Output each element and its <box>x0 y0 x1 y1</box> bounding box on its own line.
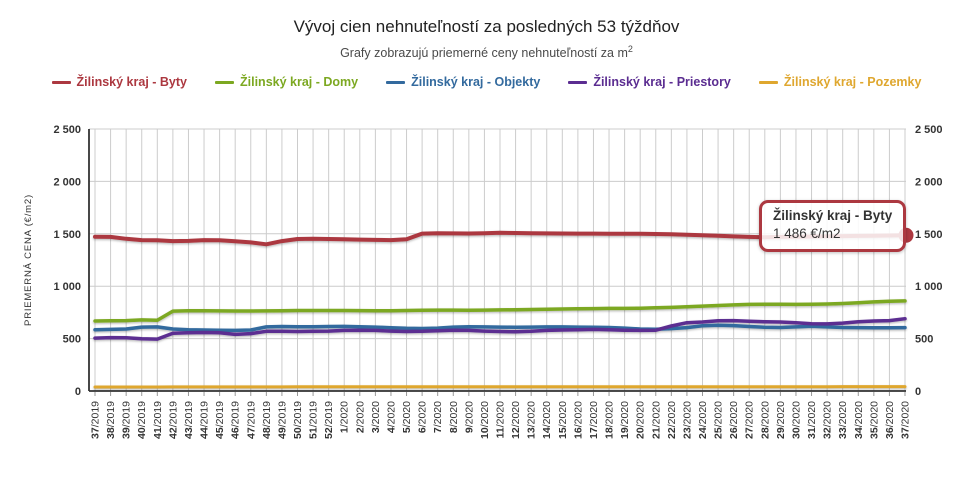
svg-text:43/2019: 43/2019 <box>183 401 195 439</box>
svg-text:500: 500 <box>915 334 933 346</box>
svg-text:12/2020: 12/2020 <box>510 401 522 439</box>
svg-text:2 000: 2 000 <box>915 176 943 188</box>
legend-item-label: Žilinský kraj - Priestory <box>593 75 731 89</box>
svg-text:19/2020: 19/2020 <box>619 401 631 439</box>
svg-text:29/2020: 29/2020 <box>775 401 787 439</box>
legend-line-swatch-icon <box>52 81 71 84</box>
svg-text:18/2020: 18/2020 <box>604 401 616 439</box>
svg-text:4/2020: 4/2020 <box>385 401 397 433</box>
svg-text:10/2020: 10/2020 <box>479 401 491 439</box>
chart-area: 0 500 1 000 1 500 2 000 2 500 0 500 1 000 1 500 2 … <box>0 92 973 480</box>
tooltip-series-name: Žilinský kraj - Byty <box>773 207 892 225</box>
svg-text:26/2020: 26/2020 <box>728 401 740 439</box>
legend: Žilinský kraj - Byty Žilinský kraj - Domy… <box>0 72 973 92</box>
svg-text:11/2020: 11/2020 <box>495 401 507 439</box>
svg-text:7/2020: 7/2020 <box>432 401 444 433</box>
y-axis-labels-right: 0 500 1 000 1 500 2 000 2 500 <box>915 124 943 398</box>
svg-text:35/2020: 35/2020 <box>868 401 880 439</box>
svg-text:21/2020: 21/2020 <box>650 401 662 439</box>
svg-text:46/2019: 46/2019 <box>230 401 242 439</box>
svg-text:37/2019: 37/2019 <box>90 401 102 439</box>
legend-item-priestory[interactable]: Žilinský kraj - Priestory <box>568 75 731 89</box>
svg-text:2 500: 2 500 <box>915 124 943 136</box>
svg-text:23/2020: 23/2020 <box>681 401 693 439</box>
legend-item-pozemky[interactable]: Žilinský kraj - Pozemky <box>759 75 922 89</box>
svg-text:0: 0 <box>75 386 81 398</box>
svg-text:36/2020: 36/2020 <box>884 401 896 439</box>
legend-item-objekty[interactable]: Žilinský kraj - Objekty <box>386 75 540 89</box>
svg-text:50/2019: 50/2019 <box>292 401 304 439</box>
svg-text:0: 0 <box>915 386 921 398</box>
page-subtitle: Grafy zobrazujú priemerné ceny nehnuteľn… <box>0 40 973 58</box>
svg-text:8/2020: 8/2020 <box>448 401 460 433</box>
legend-item-label: Žilinský kraj - Objekty <box>411 75 540 89</box>
svg-text:9/2020: 9/2020 <box>463 401 475 433</box>
svg-text:34/2020: 34/2020 <box>853 401 865 439</box>
svg-text:37/2020: 37/2020 <box>900 401 912 439</box>
svg-text:51/2019: 51/2019 <box>308 401 320 439</box>
y-axis-labels-left: 0 500 1 000 1 500 2 000 2 500 <box>53 124 81 398</box>
legend-line-swatch-icon <box>759 81 778 84</box>
tooltip-value: 1 486 €/m2 <box>773 225 892 243</box>
legend-item-label: Žilinský kraj - Pozemky <box>784 75 922 89</box>
subtitle-superscript: 2 <box>628 44 633 54</box>
svg-text:5/2020: 5/2020 <box>401 401 413 433</box>
legend-line-swatch-icon <box>386 81 405 84</box>
axes <box>89 129 906 391</box>
svg-text:32/2020: 32/2020 <box>822 401 834 439</box>
legend-item-byty[interactable]: Žilinský kraj - Byty <box>52 75 187 89</box>
svg-text:6/2020: 6/2020 <box>417 401 429 433</box>
svg-text:52/2019: 52/2019 <box>323 401 335 439</box>
chart-page: Vývoj cien nehnuteľností za posledných 5… <box>0 14 973 494</box>
svg-text:24/2020: 24/2020 <box>697 401 709 439</box>
x-axis-ticks <box>95 392 905 396</box>
svg-text:15/2020: 15/2020 <box>557 401 569 439</box>
legend-item-label: Žilinský kraj - Byty <box>77 75 187 89</box>
svg-text:27/2020: 27/2020 <box>744 401 756 439</box>
svg-text:22/2020: 22/2020 <box>666 401 678 439</box>
page-title: Vývoj cien nehnuteľností za posledných 5… <box>0 14 973 40</box>
svg-text:2/2020: 2/2020 <box>354 401 366 433</box>
svg-text:1 500: 1 500 <box>53 229 81 241</box>
svg-text:25/2020: 25/2020 <box>713 401 725 439</box>
svg-text:20/2020: 20/2020 <box>635 401 647 439</box>
svg-text:1 000: 1 000 <box>915 281 943 293</box>
tooltip: Žilinský kraj - Byty 1 486 €/m2 <box>759 200 906 252</box>
svg-text:41/2019: 41/2019 <box>152 401 164 439</box>
svg-text:14/2020: 14/2020 <box>541 401 553 439</box>
svg-text:1 500: 1 500 <box>915 229 943 241</box>
svg-text:17/2020: 17/2020 <box>588 401 600 439</box>
svg-text:1 000: 1 000 <box>53 281 81 293</box>
svg-text:39/2019: 39/2019 <box>121 401 133 439</box>
legend-line-swatch-icon <box>215 81 234 84</box>
svg-text:28/2020: 28/2020 <box>759 401 771 439</box>
svg-text:16/2020: 16/2020 <box>572 401 584 439</box>
svg-text:30/2020: 30/2020 <box>790 401 802 439</box>
svg-text:1/2020: 1/2020 <box>339 401 351 433</box>
svg-text:31/2020: 31/2020 <box>806 401 818 439</box>
svg-text:47/2019: 47/2019 <box>245 401 257 439</box>
svg-text:38/2019: 38/2019 <box>105 401 117 439</box>
svg-text:33/2020: 33/2020 <box>837 401 849 439</box>
gridlines <box>89 129 906 391</box>
svg-text:44/2019: 44/2019 <box>199 401 211 439</box>
y-axis-title: PRIEMERNÁ CENA (€/m2) <box>23 194 34 326</box>
legend-item-label: Žilinský kraj - Domy <box>240 75 358 89</box>
subtitle-text: Grafy zobrazujú priemerné ceny nehnuteľn… <box>340 46 628 60</box>
svg-text:40/2019: 40/2019 <box>136 401 148 439</box>
svg-text:49/2019: 49/2019 <box>276 401 288 439</box>
svg-text:3/2020: 3/2020 <box>370 401 382 433</box>
svg-text:2 000: 2 000 <box>53 176 81 188</box>
svg-text:45/2019: 45/2019 <box>214 401 226 439</box>
price-chart: 0 500 1 000 1 500 2 000 2 500 0 500 1 000 1 500 2 … <box>0 92 973 480</box>
svg-text:500: 500 <box>63 334 81 346</box>
legend-line-swatch-icon <box>568 81 587 84</box>
svg-text:42/2019: 42/2019 <box>167 401 179 439</box>
svg-text:13/2020: 13/2020 <box>526 401 538 439</box>
legend-item-domy[interactable]: Žilinský kraj - Domy <box>215 75 358 89</box>
svg-text:2 500: 2 500 <box>53 124 81 136</box>
svg-text:48/2019: 48/2019 <box>261 401 273 439</box>
